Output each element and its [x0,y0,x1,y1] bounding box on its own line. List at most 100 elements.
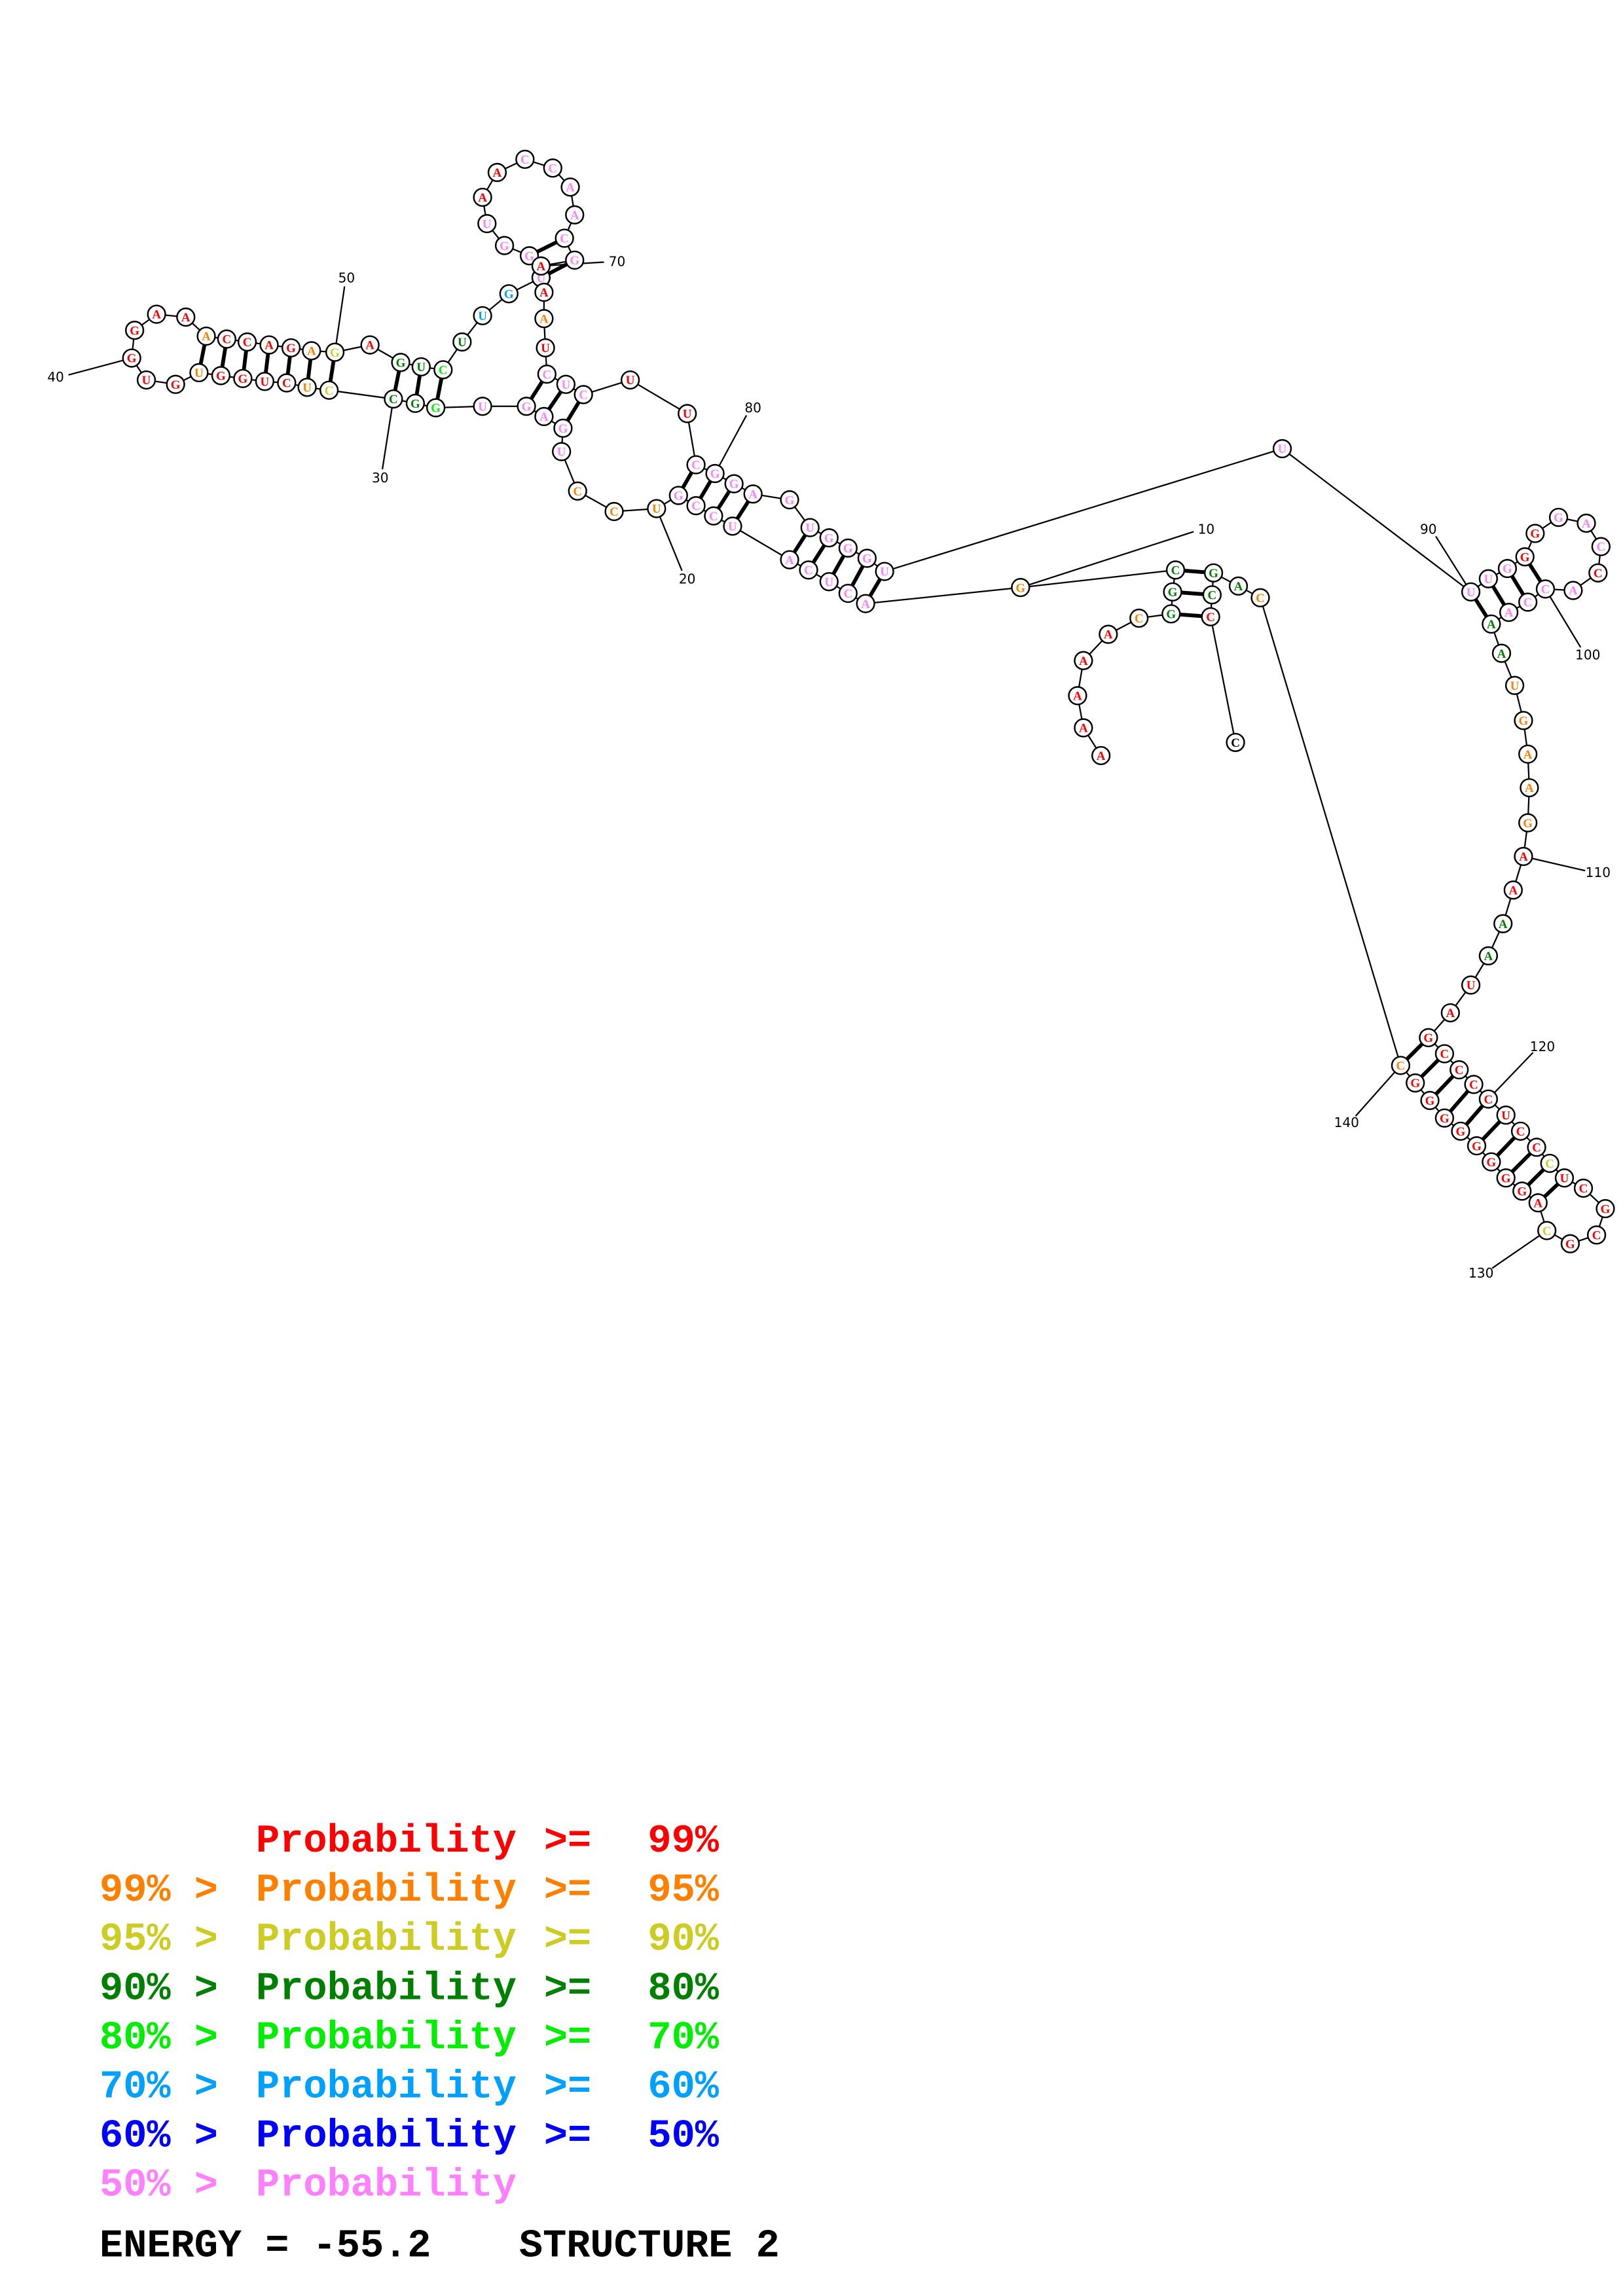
nucleotide-letter: A [539,410,549,424]
nucleotide-letter: G [1423,1031,1433,1045]
nucleotide-circle [281,338,301,358]
nucleotide-letter: U [478,400,487,414]
nucleotide-circle [1560,1234,1580,1253]
nucleotide-letter: A [1097,749,1106,763]
nucleotide: U [678,404,697,423]
nucleotide: A [1074,651,1093,670]
nucleotide-circle [1203,563,1224,583]
nucleotide-letter: G [238,372,247,386]
legend-prefix: 70% > [100,2065,218,2109]
nucleotide: A [302,341,321,361]
nucleotide-circle [534,282,554,302]
nucleotide: G [1161,604,1181,624]
nucleotide-letter: C [691,499,701,513]
legend-row: 60% > Probability >= 50% [100,2114,720,2159]
nucleotide-letter: C [843,587,852,601]
legend-label: Probability [256,1869,517,1913]
nucleotide-letter: G [396,356,406,370]
nucleotide-letter: C [1206,611,1215,624]
nucleotide-circle [555,228,574,248]
position-tick [1491,1230,1548,1269]
nucleotide-circle [1434,1108,1455,1128]
nucleotide-circle [668,486,688,505]
nucleotide-letter: A [1487,618,1496,632]
nucleotide-letter: G [824,531,834,545]
nucleotide: A [1228,576,1249,596]
position-label: 30 [372,470,389,486]
nucleotide-letter: C [691,459,701,473]
nucleotide-letter: C [542,368,551,382]
nucleotide-circle [543,158,562,178]
nucleotide-circle [819,528,839,548]
legend-row: 90% > Probability >= 80% [100,1967,720,2011]
nucleotide-letter: G [130,324,139,338]
nucleotide-letter: G [410,397,420,411]
nucleotide: U [875,562,894,581]
nucleotide: U [1504,675,1525,695]
structure-label: STRUCTURE 2 [519,2225,780,2269]
nucleotide: U [556,374,575,394]
position-label: 40 [47,369,64,385]
nucleotide-circle [553,418,573,438]
nucleotide-letter: C [520,153,530,167]
nucleotide: G [1596,1199,1615,1219]
legend-label: Probability [256,2114,517,2159]
nucleotide-letter: G [1209,567,1218,581]
nucleotide-letter: G [843,542,853,556]
nucleotide: U [473,397,492,416]
nucleotide-circle [319,380,339,400]
nucleotide: C [1129,608,1149,628]
nucleotide: U [452,332,472,352]
probability-legend: Probability >= 99% 99% > Probability >= 95% 95%… [100,1820,720,2208]
nucleotide-letter: U [1467,979,1476,993]
nucleotide-letter: A [202,330,211,344]
nucleotide-circle [1504,675,1525,695]
nucleotide-circle [1391,1056,1411,1075]
backbone-link [866,586,1021,605]
nucleotide: C [543,158,562,178]
nucleotide: G [1434,1108,1455,1128]
nucleotide-circle [211,366,231,386]
nucleotide-letter: A [152,308,161,322]
nucleotide-letter: C [1440,1048,1450,1062]
nucleotide-letter: G [862,552,872,566]
nucleotide-circle [1226,732,1245,752]
legend-op: >= [544,1820,591,1864]
nucleotide-letter: A [493,166,502,180]
legend-prefix: 95% > [100,1918,218,1962]
position-tick [1487,1052,1534,1100]
nucleotide-letter: C [1596,541,1605,554]
nucleotide-circle [384,389,403,409]
nucleotide-letter: A [1499,918,1508,931]
nucleotide: A [565,205,585,224]
nucleotide-letter: G [1456,1125,1466,1139]
nucleotide-circle [1419,1028,1438,1048]
nucleotide-letter: G [1486,1156,1496,1170]
nucleotide-circle [1434,1044,1455,1064]
backbone-link [329,389,394,400]
nucleotide: G [405,393,425,413]
nucleotide-letter: G [710,467,720,481]
nucleotide: A [1074,718,1093,738]
position-label: 20 [679,571,696,586]
nucleotide-circle [1518,592,1538,612]
nucleotide: C [555,228,574,248]
nucleotide-circle [1440,1003,1460,1023]
nucleotide: A [259,335,279,355]
nucleotide-circle [1074,651,1093,670]
nucleotide-circle [302,341,321,361]
nucleotide-circle [217,329,236,349]
nucleotide-letter: C [1523,596,1533,610]
nucleotide-circle [473,187,492,207]
nucleotide: U [136,370,156,390]
legend-label: Probability [256,1918,517,1962]
nucleotide: C [433,360,453,380]
nucleotide-letter: U [1467,586,1476,600]
nucleotide: U [297,378,317,397]
nucleotide-circle [1528,1193,1548,1213]
nucleotide-letter: U [1560,1172,1569,1185]
nucleotide-letter: A [861,598,870,611]
nucleotide-circle [1451,1121,1470,1141]
nucleotide: G [1163,582,1182,601]
nucleotide-letter: U [1510,679,1520,693]
